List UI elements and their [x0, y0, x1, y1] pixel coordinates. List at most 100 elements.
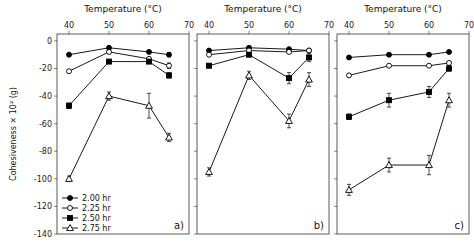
y-tick [334, 96, 337, 97]
x-tick [109, 31, 110, 34]
x-tick [429, 31, 430, 34]
x-axis-label: Temperature (°C) [363, 4, 442, 14]
x-tick-label: 40 [64, 21, 74, 30]
data-area [66, 45, 173, 181]
data-point [387, 98, 392, 103]
x-tick [189, 31, 190, 34]
error-cap [147, 118, 151, 119]
error-cap [387, 93, 391, 94]
data-point [347, 114, 352, 119]
error-bar [287, 73, 291, 84]
error-cap [387, 158, 391, 159]
error-bar [427, 86, 431, 97]
data-point [106, 93, 113, 99]
y-tick [54, 234, 57, 235]
data-point [66, 175, 73, 181]
plot-frame [57, 34, 189, 234]
data-point [347, 73, 352, 78]
y-tick-label: -140 [34, 230, 52, 239]
x-tick [209, 31, 210, 34]
legend-label: 2.75 hr [82, 224, 111, 233]
x-tick-label: 60 [424, 21, 434, 30]
data-point [447, 66, 452, 71]
error-cap [347, 195, 351, 196]
data-point [147, 59, 152, 64]
y-tick [54, 178, 57, 179]
y-tick [334, 234, 337, 235]
data-point [426, 162, 433, 168]
legend-entry: 2.00 hr [62, 194, 111, 203]
data-area [206, 45, 313, 176]
error-cap [147, 93, 151, 94]
y-tick [194, 123, 197, 124]
error-cap [287, 127, 291, 128]
error-cap [287, 72, 291, 73]
series-line [349, 52, 449, 58]
data-point [247, 52, 252, 57]
x-tick [469, 31, 470, 34]
data-point [67, 52, 72, 57]
data-point [167, 73, 172, 78]
legend-label: 2.50 hr [82, 214, 111, 223]
legend-marker [68, 196, 73, 201]
panel-label: a) [174, 220, 184, 231]
x-tick [289, 31, 290, 34]
y-tick [194, 151, 197, 152]
error-cap [447, 93, 451, 94]
panel: 40506070Temperature (°C)b) [194, 4, 334, 234]
data-point [287, 76, 292, 81]
data-point [167, 52, 172, 57]
x-tick [349, 31, 350, 34]
legend-marker [68, 216, 73, 221]
y-tick-label: -80 [39, 147, 52, 156]
data-point [447, 49, 452, 54]
error-cap [427, 155, 431, 156]
series-line [209, 55, 309, 78]
x-tick-label: 40 [204, 21, 214, 30]
data-point [146, 102, 153, 108]
x-tick-label: 50 [244, 21, 254, 30]
data-point [307, 48, 312, 53]
error-cap [307, 61, 311, 62]
y-tick [194, 96, 197, 97]
y-tick [54, 123, 57, 124]
legend-marker [67, 225, 74, 231]
series-line [209, 75, 309, 172]
x-tick [329, 31, 330, 34]
data-point [427, 52, 432, 57]
y-tick-label: -40 [39, 92, 52, 101]
y-tick [194, 206, 197, 207]
error-cap [287, 83, 291, 84]
y-tick [54, 40, 57, 41]
y-tick [334, 206, 337, 207]
error-cap [307, 53, 311, 54]
y-tick-label: -100 [34, 175, 52, 184]
error-cap [207, 176, 211, 177]
x-tick [389, 31, 390, 34]
x-tick-label: 70 [184, 21, 194, 30]
data-point [286, 117, 293, 123]
data-point [246, 72, 253, 78]
data-point [386, 162, 393, 168]
data-point [427, 89, 432, 94]
data-point [67, 69, 72, 74]
y-tick [54, 96, 57, 97]
error-cap [347, 184, 351, 185]
plot-frame [197, 34, 329, 234]
y-tick [334, 178, 337, 179]
error-cap [427, 86, 431, 87]
data-point [107, 59, 112, 64]
y-tick [334, 123, 337, 124]
x-axis-label: Temperature (°C) [223, 4, 302, 14]
error-cap [107, 100, 111, 101]
legend-label: 2.25 hr [82, 204, 111, 213]
error-cap [427, 174, 431, 175]
y-tick-label: -60 [39, 120, 52, 129]
x-tick-label: 60 [284, 21, 294, 30]
error-bar [67, 103, 71, 109]
error-bar [387, 93, 391, 107]
error-bar [167, 63, 171, 69]
y-tick [54, 151, 57, 152]
legend-entry: 2.25 hr [62, 204, 111, 213]
data-area [346, 49, 453, 195]
